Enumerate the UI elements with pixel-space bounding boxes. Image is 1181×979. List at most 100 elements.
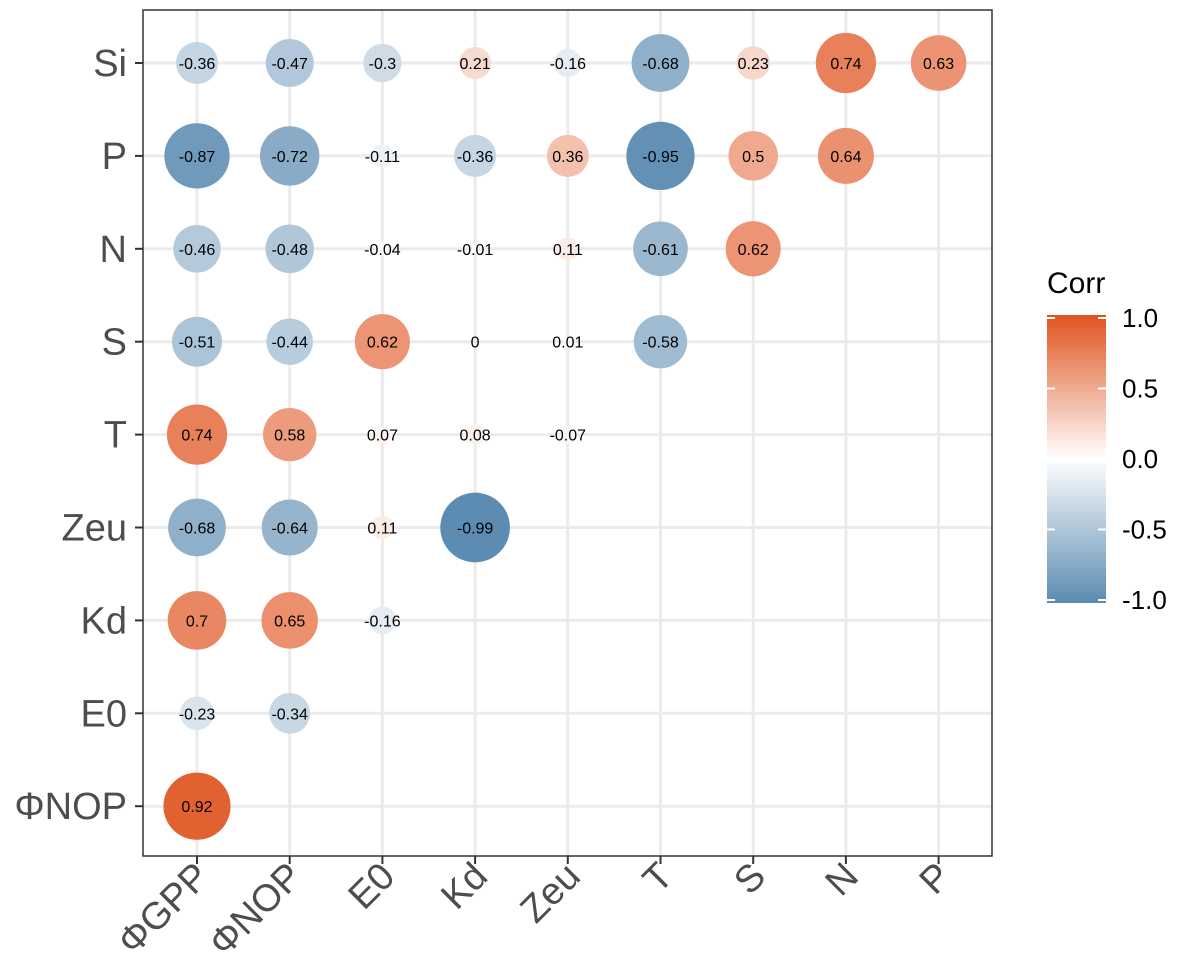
corr-circle — [728, 131, 778, 181]
corr-circle — [168, 498, 226, 557]
corr-value-label: -0.07 — [550, 428, 587, 445]
corr-value-label: -0.87 — [179, 149, 216, 166]
legend: Corr 1.0 0.5 0.0 -0.5 -1.0 — [1047, 267, 1167, 615]
legend-title: Corr — [1047, 267, 1105, 300]
corr-circle — [354, 314, 410, 370]
corr-value-label: 0.23 — [738, 56, 769, 73]
corr-value-label: 0.36 — [552, 149, 583, 166]
corr-circle — [564, 338, 572, 346]
corr-value-label: -0.44 — [271, 335, 308, 352]
corr-value-label: 0.11 — [367, 521, 397, 538]
x-tick-label: S — [726, 855, 774, 903]
corr-circle — [363, 43, 402, 83]
corr-value-label: -0.01 — [457, 242, 494, 259]
corr-value-label: -0.72 — [271, 149, 308, 166]
corr-circle — [164, 123, 230, 189]
corr-circle — [163, 772, 231, 840]
corr-value-label: -0.64 — [271, 521, 308, 538]
corr-circle — [633, 221, 688, 277]
corr-circle — [370, 515, 395, 540]
corr-circle — [176, 42, 218, 84]
corr-circle — [454, 134, 497, 177]
correlation-labels: -0.36 -0.47 -0.3 0.21 -0.16 -0.68 0.23 0.74 0.63… — [179, 56, 955, 816]
corr-value-label: -0.16 — [550, 56, 587, 73]
corr-circle — [263, 407, 317, 462]
corr-value-label: 0.92 — [181, 799, 212, 816]
x-tick-label: ΦNOP — [201, 855, 310, 964]
x-tick-label: T — [635, 855, 681, 901]
corr-circle — [375, 241, 390, 256]
corr-value-label: 0.11 — [553, 242, 583, 259]
corr-circle — [265, 39, 314, 87]
y-tick-label: P — [102, 136, 127, 178]
corr-circle — [166, 404, 228, 465]
legend-tick-label: 1.0 — [1122, 303, 1158, 333]
corr-circle — [546, 134, 589, 177]
corr-circle — [266, 318, 313, 365]
corr-value-label: -0.36 — [457, 149, 494, 166]
corr-value-label: -0.51 — [179, 335, 216, 352]
corr-value-label: -0.36 — [179, 56, 216, 73]
corr-value-label: 0.21 — [460, 56, 491, 73]
corr-value-label: 0.58 — [274, 428, 305, 445]
corr-circle — [725, 221, 781, 277]
corr-circle — [815, 32, 877, 94]
x-tick-label: N — [818, 855, 867, 904]
corr-value-label: 0.74 — [181, 428, 212, 445]
corr-value-label: 0.64 — [830, 149, 861, 166]
corr-value-label: -0.04 — [364, 242, 401, 259]
corr-value-label: -0.58 — [642, 335, 679, 352]
corr-circle — [465, 424, 485, 445]
y-tick-label: E0 — [81, 693, 127, 735]
corr-value-label: 0.5 — [742, 149, 764, 166]
legend-tick-label: -1.0 — [1122, 585, 1167, 615]
corr-value-label: 0.74 — [830, 56, 861, 73]
corr-circle — [261, 592, 318, 649]
corr-value-label: 0.07 — [367, 428, 398, 445]
corr-value-label: -0.34 — [271, 706, 308, 723]
corr-circle — [370, 144, 395, 168]
y-tick-label: ΦNOP — [14, 786, 127, 828]
corr-circle — [459, 46, 492, 80]
corr-value-label: -0.99 — [457, 521, 494, 538]
x-tick-label: Kd — [433, 855, 496, 918]
corr-value-label: 0.65 — [274, 613, 305, 630]
y-tick-label: S — [102, 322, 127, 364]
corr-circle — [736, 46, 770, 80]
x-tick-label: E0 — [341, 855, 404, 918]
y-tick-label: Si — [93, 43, 127, 85]
corr-circle — [265, 224, 314, 274]
corr-value-label: 0.62 — [367, 335, 398, 352]
corr-value-label: -0.16 — [364, 613, 401, 630]
corr-value-label: -0.47 — [271, 56, 308, 73]
legend-colorbar — [1047, 315, 1106, 603]
legend-tick-label: 0.5 — [1122, 374, 1158, 404]
x-tick-label: Zeu — [513, 855, 589, 931]
corr-value-label: 0.08 — [460, 428, 491, 445]
y-tick-label: T — [104, 415, 127, 457]
y-tick-label: Zeu — [62, 508, 127, 550]
corr-circle — [261, 499, 318, 556]
corr-value-label: -0.3 — [369, 56, 397, 73]
legend-tick-label: 0.0 — [1122, 444, 1158, 474]
corr-value-label: -0.23 — [179, 706, 216, 723]
y-axis: Si P N S T Zeu Kd E0 ΦNOP — [14, 43, 143, 828]
corr-circle — [173, 225, 221, 273]
corr-value-label: 0.62 — [738, 242, 769, 259]
corr-value-label: -0.11 — [365, 149, 400, 166]
corr-circle — [558, 425, 578, 444]
correlation-circles — [163, 32, 967, 840]
x-tick-label: P — [912, 855, 960, 903]
corr-circle — [556, 237, 580, 261]
legend-tick-label: -0.5 — [1122, 515, 1167, 545]
corr-value-label: 0.01 — [552, 335, 583, 352]
corr-circle — [269, 692, 311, 734]
corr-value-label: -0.95 — [642, 149, 679, 166]
corr-circle — [553, 49, 582, 77]
corr-value-label: 0 — [471, 335, 480, 352]
corr-circle — [180, 696, 214, 731]
corr-circle — [260, 126, 320, 186]
corr-value-label: 0.63 — [923, 56, 954, 73]
